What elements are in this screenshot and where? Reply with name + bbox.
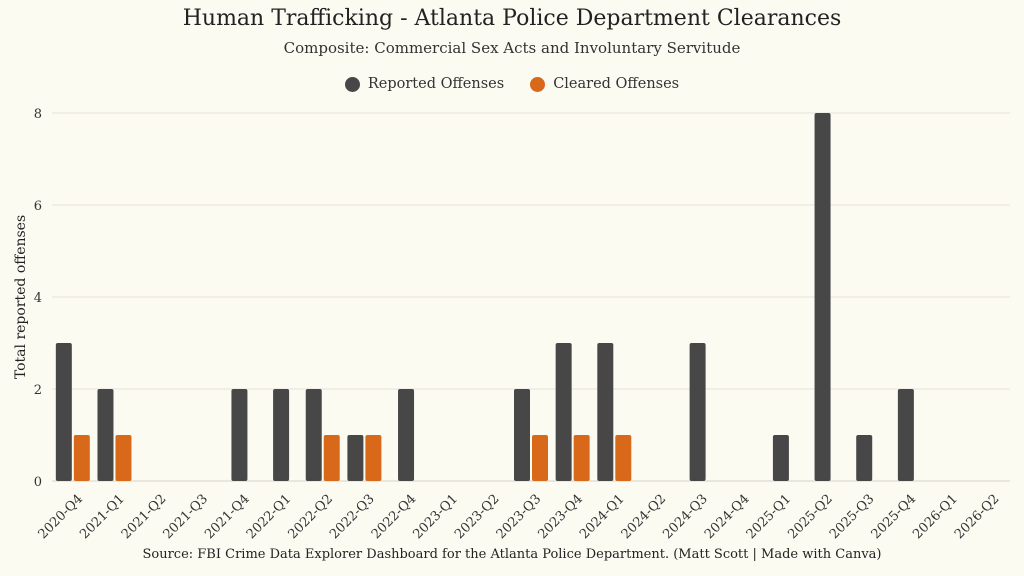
x-tick-label: 2023-Q3	[494, 492, 544, 542]
bar-reported-2022-Q4	[398, 389, 415, 481]
bar-reported-2025-Q4	[897, 389, 914, 481]
x-tick-label: 2026-Q1	[910, 492, 960, 542]
x-tick-label: 2022-Q3	[327, 492, 377, 542]
chart-title: Human Trafficking - Atlanta Police Depar…	[182, 6, 842, 31]
x-tick-label: 2024-Q4	[702, 492, 752, 542]
bar-reported-2021-Q4	[231, 389, 248, 481]
x-tick-label: 2024-Q2	[619, 492, 669, 542]
chart-subtitle: Composite: Commercial Sex Acts and Invol…	[283, 39, 741, 57]
x-tick-label: 2022-Q2	[286, 492, 336, 542]
legend-item-cleared: Cleared Offenses	[530, 76, 679, 92]
bar-reported-2021-Q1	[97, 389, 114, 481]
source-note: Source: FBI Crime Data Explorer Dashboar…	[142, 547, 882, 562]
bar-reported-2025-Q1	[772, 435, 789, 481]
bar-cleared-2023-Q3	[532, 435, 548, 481]
bar-cleared-2020-Q4	[73, 435, 90, 481]
x-tick-label: 2020-Q4	[36, 492, 86, 542]
x-tick-label: 2025-Q3	[827, 492, 877, 542]
bar-reported-2025-Q3	[856, 435, 873, 481]
x-tick-label: 2025-Q1	[744, 492, 794, 542]
legend-swatch-reported	[344, 76, 360, 92]
x-tick-label: 2024-Q1	[577, 492, 627, 542]
x-tick-label: 2021-Q2	[119, 492, 169, 542]
bar-reported-2024-Q1	[597, 343, 614, 481]
x-tick-label: 2023-Q1	[410, 492, 460, 542]
legend: Reported Offenses Cleared Offenses	[0, 76, 1024, 92]
legend-label-cleared: Cleared Offenses	[553, 76, 680, 92]
bar-cleared-2022-Q2	[323, 435, 340, 481]
x-tick-label: 2026-Q2	[952, 492, 1002, 542]
x-tick-label: 2023-Q4	[535, 492, 585, 542]
legend-label-reported: Reported Offenses	[367, 76, 505, 92]
y-tick-label: 6	[34, 199, 42, 214]
bar-reported-2024-Q3	[689, 343, 706, 481]
x-tick-label: 2021-Q4	[202, 492, 252, 542]
y-tick-label: 8	[34, 107, 42, 122]
x-tick-label: 2025-Q2	[785, 492, 835, 542]
y-tick-label: 0	[34, 475, 42, 490]
bar-reported-2025-Q2	[814, 113, 831, 481]
bar-reported-2022-Q2	[305, 389, 322, 481]
bar-reported-2023-Q3	[514, 389, 530, 481]
y-tick-label: 4	[34, 291, 42, 306]
y-axis-title: Total reported offenses	[13, 215, 29, 379]
bar-cleared-2023-Q4	[573, 435, 590, 481]
legend-item-reported: Reported Offenses	[344, 76, 505, 92]
x-tick-label: 2023-Q2	[452, 492, 502, 542]
x-tick-label: 2022-Q1	[244, 492, 294, 542]
x-tick-label: 2021-Q3	[161, 492, 211, 542]
bar-reported-2023-Q4	[555, 343, 572, 481]
x-tick-label: 2025-Q4	[869, 492, 919, 542]
x-tick-label: 2022-Q4	[369, 492, 419, 542]
x-tick-label: 2021-Q1	[77, 492, 127, 542]
x-tick-label: 2024-Q3	[660, 492, 710, 542]
bar-cleared-2022-Q3	[365, 435, 382, 481]
bar-cleared-2021-Q1	[115, 435, 132, 481]
bar-reported-2022-Q3	[347, 435, 364, 481]
y-tick-label: 2	[34, 383, 42, 398]
bar-cleared-2024-Q1	[615, 435, 632, 481]
bar-reported-2022-Q1	[273, 389, 290, 481]
bar-reported-2020-Q4	[55, 343, 72, 481]
legend-swatch-cleared	[530, 76, 546, 92]
